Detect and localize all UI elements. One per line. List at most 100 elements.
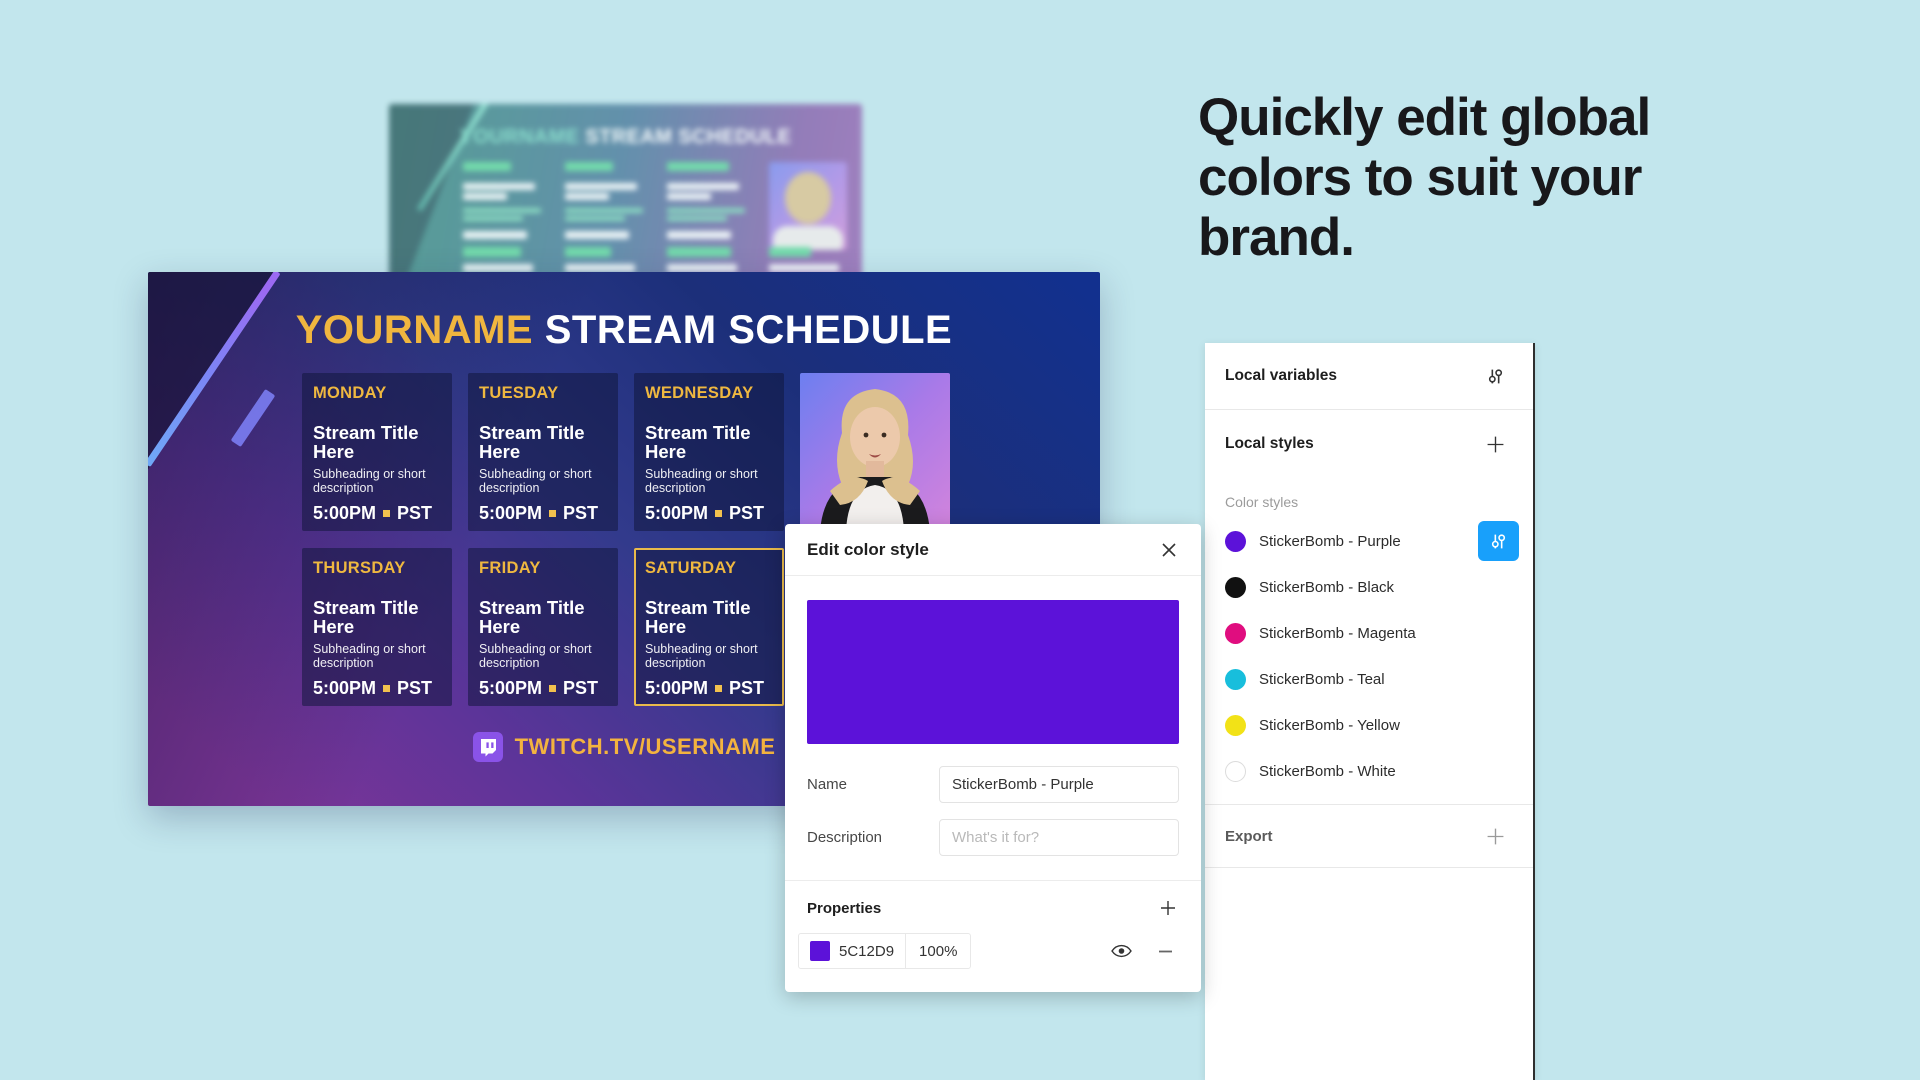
day-name: MONDAY <box>313 384 387 402</box>
export-label: Export <box>1225 827 1273 845</box>
stream-subtitle: Subheading or short description <box>313 642 426 670</box>
panel-divider <box>1205 867 1533 868</box>
style-row-teal[interactable]: StickerBomb - Teal <box>1205 656 1533 702</box>
headline: Quickly edit global colors to suit your … <box>1198 88 1738 268</box>
schedule-title: YOURNAME STREAM SCHEDULE <box>148 308 1100 353</box>
time-separator-square <box>549 510 557 517</box>
headline-line-3: brand. <box>1198 208 1355 267</box>
faded-row2-bars <box>463 264 861 272</box>
visibility-eye-icon[interactable] <box>1108 940 1135 962</box>
day-card-thursday[interactable]: THURSDAY Stream Title Here Subheading or… <box>302 548 452 706</box>
time-separator-square <box>715 685 723 692</box>
day-card-wednesday[interactable]: WEDNESDAY Stream Title Here Subheading o… <box>634 373 784 531</box>
faded-columns <box>463 162 861 250</box>
stream-time: 5:00PM PST <box>645 503 765 523</box>
color-dot-teal <box>1225 668 1246 690</box>
faded-row2-pills <box>463 247 861 257</box>
time-separator-square <box>383 685 391 692</box>
opacity-value-box[interactable]: 100% <box>905 933 972 969</box>
properties-header: Properties <box>807 897 1179 919</box>
stream-title: Stream Title Here <box>313 597 419 637</box>
dialog-title: Edit color style <box>807 539 929 559</box>
day-name: TUESDAY <box>479 384 559 402</box>
style-name: StickerBomb - White <box>1259 762 1396 780</box>
style-name: StickerBomb - Black <box>1259 578 1395 596</box>
faded-title-accent: YOURNAME <box>459 126 580 148</box>
edit-style-button[interactable] <box>1478 521 1519 561</box>
dialog-body: Name Description Properties 5C12D9 <box>785 600 1201 969</box>
stream-title: Stream Title Here <box>479 597 585 637</box>
style-name: StickerBomb - Yellow <box>1259 716 1400 734</box>
color-property-row: 5C12D9 100% <box>798 933 1179 969</box>
streamer-photo[interactable] <box>800 373 950 531</box>
name-label: Name <box>807 776 848 793</box>
opacity-value: 100% <box>919 942 958 960</box>
style-row-white[interactable]: StickerBomb - White <box>1205 748 1533 794</box>
hex-value: 5C12D9 <box>839 942 895 960</box>
local-variables-row[interactable]: Local variables <box>1205 343 1533 409</box>
schedule-title-main: STREAM SCHEDULE <box>544 308 953 352</box>
color-styles-group-label: Color styles <box>1225 494 1299 510</box>
style-name: StickerBomb - Magenta <box>1259 624 1416 642</box>
headline-line-2: colors to suit your <box>1198 148 1642 207</box>
dialog-header: Edit color style <box>785 524 1201 576</box>
faded-schedule-title: YOURNAME STREAM SCHEDULE <box>389 126 862 149</box>
hex-value-box[interactable]: 5C12D9 <box>798 933 907 969</box>
description-field-row: Description <box>807 819 1179 856</box>
export-row[interactable]: Export <box>1205 805 1533 867</box>
day-cards-grid: MONDAY Stream Title Here Subheading or s… <box>302 373 950 706</box>
schedule-title-accent: YOURNAME <box>295 308 534 352</box>
style-row-purple[interactable]: StickerBomb - Purple <box>1205 518 1533 564</box>
stream-time: 5:00PM PST <box>313 678 433 698</box>
time-separator-square <box>715 510 723 517</box>
panel-divider <box>1205 804 1533 805</box>
style-row-yellow[interactable]: StickerBomb - Yellow <box>1205 702 1533 748</box>
twitch-icon <box>472 732 503 762</box>
local-styles-label: Local styles <box>1225 435 1314 452</box>
add-style-icon[interactable] <box>1486 435 1505 454</box>
edit-color-style-dialog: Edit color style Name Description Proper… <box>785 524 1201 992</box>
style-row-black[interactable]: StickerBomb - Black <box>1205 564 1533 610</box>
day-card-monday[interactable]: MONDAY Stream Title Here Subheading or s… <box>302 373 452 531</box>
day-card-friday[interactable]: FRIDAY Stream Title Here Subheading or s… <box>468 548 618 706</box>
color-dot-purple <box>1225 530 1246 552</box>
style-name: StickerBomb - Purple <box>1259 532 1401 550</box>
stream-subtitle: Subheading or short description <box>313 467 426 495</box>
name-field-row: Name <box>807 766 1179 803</box>
hex-color-swatch <box>810 941 830 961</box>
day-name: FRIDAY <box>479 559 541 577</box>
local-styles-panel: Local variables Local styles Color style… <box>1205 343 1535 1080</box>
variables-sliders-icon[interactable] <box>1486 367 1505 386</box>
local-styles-row[interactable]: Local styles <box>1205 410 1533 478</box>
stream-time: 5:00PM PST <box>645 678 765 698</box>
close-icon[interactable] <box>1157 538 1181 562</box>
property-actions <box>1108 940 1179 962</box>
day-card-saturday-selected[interactable]: SATURDAY Stream Title Here Subheading or… <box>634 548 784 706</box>
stream-subtitle: Subheading or short description <box>479 642 592 670</box>
stream-title: Stream Title Here <box>479 422 585 462</box>
twitch-url-label: TWITCH.TV/USERNAME <box>514 734 776 759</box>
color-dot-white <box>1225 760 1246 782</box>
style-row-magenta[interactable]: StickerBomb - Magenta <box>1205 610 1533 656</box>
time-separator-square <box>549 685 557 692</box>
stream-subtitle: Subheading or short description <box>645 642 758 670</box>
stream-title: Stream Title Here <box>645 422 751 462</box>
day-card-tuesday[interactable]: TUESDAY Stream Title Here Subheading or … <box>468 373 618 531</box>
remove-property-icon[interactable] <box>1155 941 1176 962</box>
local-variables-label: Local variables <box>1225 367 1338 384</box>
panel-divider <box>1205 409 1533 410</box>
add-export-icon[interactable] <box>1486 827 1505 846</box>
style-name: StickerBomb - Teal <box>1259 670 1385 688</box>
dialog-divider <box>785 880 1201 881</box>
stream-subtitle: Subheading or short description <box>479 467 592 495</box>
description-input[interactable] <box>939 819 1179 856</box>
color-preview-swatch[interactable] <box>807 600 1179 744</box>
name-input[interactable] <box>939 766 1179 803</box>
time-separator-square <box>383 510 391 517</box>
color-dot-yellow <box>1225 714 1246 736</box>
stream-title: Stream Title Here <box>645 597 751 637</box>
add-property-icon[interactable] <box>1157 897 1179 919</box>
schedule-footer: TWITCH.TV/USERNAME <box>148 732 1100 762</box>
properties-label: Properties <box>807 899 882 917</box>
